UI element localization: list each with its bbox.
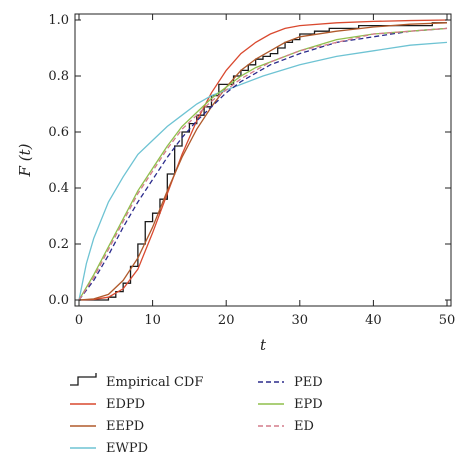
x-tick-label: 0 [75,313,83,328]
legend-label: EWPD [106,441,148,456]
legend-swatch [70,373,97,386]
series-line-edpd [78,19,448,301]
ticks-layer: 0 10 20 30 40 50 0.0 0.2 0.4 0.6 0.8 1.0 [48,13,455,328]
legend-label: Empirical CDF [106,375,203,390]
series-line-ewpd [78,41,448,301]
y-tick-label: 0.2 [48,237,69,252]
x-tick-label: 10 [144,313,161,328]
x-tick-label: 20 [218,313,235,328]
legend-label: EPD [294,397,323,412]
x-axis-title: t [260,336,267,354]
legend-label: EEPD [106,419,144,434]
plot-frame [74,13,452,307]
y-axis-title: F (t) [16,143,34,177]
legend-label: PED [294,375,323,390]
series-line-ped [78,27,448,301]
legend: Empirical CDF EDPD EEPD EWPD PED EPD ED [70,373,323,456]
y-tick-label: 1.0 [48,13,69,28]
legend-label: EDPD [106,397,145,412]
x-tick-label: 30 [292,313,309,328]
series-layer [78,19,448,301]
x-tick-label: 50 [439,313,456,328]
series-line-ed [78,27,448,301]
series-line-epd [78,27,448,301]
y-tick-label: 0.4 [48,181,69,196]
legend-label: ED [294,419,314,434]
x-tick-label: 40 [365,313,382,328]
y-tick-label: 0.0 [48,293,69,308]
y-tick-label: 0.6 [48,125,69,140]
series-line-eepd [78,22,448,301]
y-tick-label: 0.8 [48,69,69,84]
